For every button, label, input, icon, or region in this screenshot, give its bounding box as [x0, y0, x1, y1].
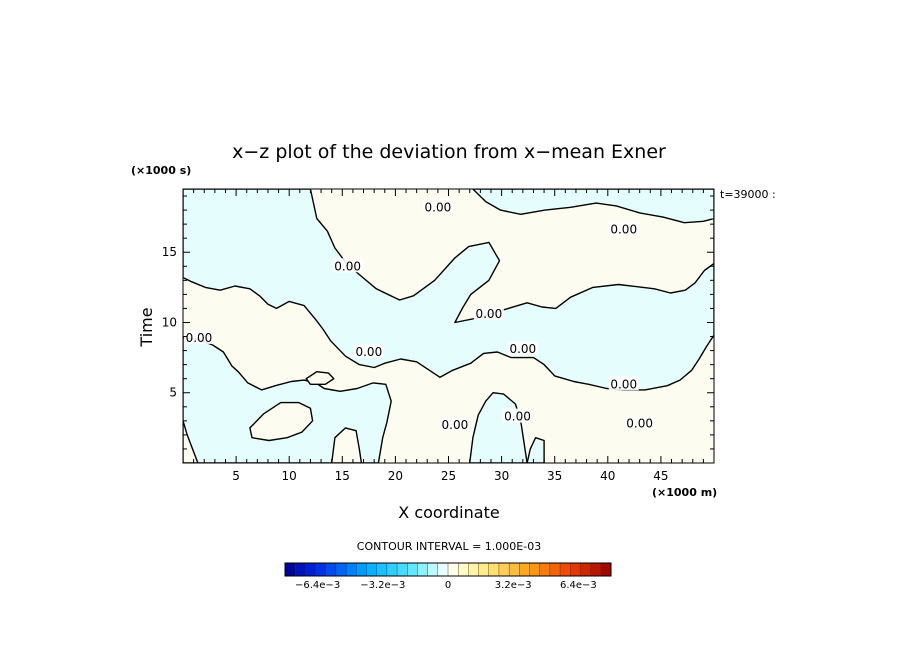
negative-region-3: [526, 437, 545, 463]
colorbar-cell: [590, 562, 602, 577]
contour-label: 0.00: [504, 410, 531, 424]
colorbar-cell: [376, 562, 388, 577]
colorbar-cell: [294, 562, 306, 577]
colorbar-cell: [478, 562, 490, 577]
contour-label: 0.00: [355, 345, 382, 359]
x-axis: 5 10 15 20 25 30 35 40 45: [193, 189, 704, 483]
colorbar-tick-label: 0: [445, 580, 451, 591]
colorbar-cell: [325, 562, 337, 577]
contour-label-bg: [473, 306, 504, 321]
colorbar-tick-label: 6.4e−3: [560, 580, 597, 591]
x-tick-label: 20: [388, 469, 403, 483]
positive-island-1: [249, 401, 314, 442]
colorbar-cell: [539, 562, 551, 577]
x-axis-label: X coordinate: [398, 503, 499, 522]
colorbar-frame: [284, 562, 612, 577]
colorbar-cell: [437, 562, 449, 577]
contour-label: 0.00: [425, 200, 452, 214]
x-tick-label: 45: [653, 469, 668, 483]
x-axis-unit: (×1000 m): [652, 486, 717, 499]
x-tick-label: 35: [547, 469, 562, 483]
colorbar-cell: [559, 562, 571, 577]
contour-label-bg: [502, 408, 533, 423]
negative-region-0: [183, 189, 714, 391]
colorbar-tick-label: −3.2e−3: [360, 580, 405, 591]
contour-label: 0.00: [442, 418, 469, 432]
contour-label-bg: [439, 417, 470, 432]
contour-label-bg: [183, 329, 214, 344]
x-tick-label: 25: [441, 469, 456, 483]
colorbar-cell: [468, 562, 480, 577]
colorbar-cell: [417, 562, 429, 577]
colorbar-cell: [600, 562, 612, 577]
positive-island-2: [305, 371, 335, 385]
colorbar-cell: [570, 562, 581, 577]
x-tick-label: 10: [282, 469, 297, 483]
colorbar-cell: [457, 562, 469, 577]
colorbar-cell: [366, 562, 378, 577]
contour-label-bg: [422, 199, 453, 214]
y-tick-label: 5: [169, 386, 177, 400]
positive-island-0: [331, 427, 363, 463]
contour-label-bg: [507, 341, 538, 356]
contour-label-bg: [608, 376, 639, 391]
colorbar-tick-labels: −6.4e−3 −3.2e−3 0 3.2e−3 6.4e−3: [295, 580, 597, 591]
colorbar-cell: [519, 562, 530, 577]
x-tick-label: 40: [600, 469, 615, 483]
y-axis-label: Time: [137, 307, 156, 347]
colorbar-cell: [549, 562, 561, 577]
colorbar-cell: [284, 562, 296, 577]
colorbar-cell: [356, 562, 367, 577]
colorbar-tick-label: −6.4e−3: [295, 580, 340, 591]
contour-label: 0.00: [334, 259, 361, 273]
contour-label: 0.00: [509, 342, 536, 356]
contour-label-bg: [608, 221, 639, 236]
y-axis: 5 10 15: [162, 195, 714, 450]
contour-interval: CONTOUR INTERVAL = 1.000E-03: [357, 540, 541, 553]
colorbar-cell: [488, 562, 500, 577]
contour-label: 0.00: [610, 223, 637, 237]
positive-island-3: [183, 420, 199, 463]
negative-regions: [183, 189, 714, 463]
colorbar-cell: [580, 562, 592, 577]
colorbar-cell: [447, 562, 459, 577]
contour-labels: 0.00 0.00 0.00 0.00 0.00 0.00 0.00 0.00 0.00 0.00…: [183, 199, 655, 432]
contour-label-bg: [624, 415, 655, 430]
colorbar-cell: [498, 562, 510, 577]
colorbar: [284, 562, 612, 577]
colorbar-cell: [529, 562, 541, 577]
contour-label: 0.00: [626, 417, 653, 431]
colorbar-cell: [345, 562, 357, 577]
y-tick-label: 10: [162, 315, 177, 329]
colorbar-cell: [396, 562, 408, 577]
contour-label: 0.00: [610, 377, 637, 391]
contour-label: 0.00: [475, 307, 502, 321]
positive-islands: [183, 371, 363, 463]
x-tick-label: 30: [494, 469, 509, 483]
colorbar-cell: [386, 562, 398, 577]
colorbar-cell: [407, 562, 418, 577]
contour-label: 0.00: [186, 331, 213, 345]
contour-label-bg: [332, 258, 363, 273]
colorbar-cell: [508, 562, 520, 577]
x-tick-label: 5: [232, 469, 240, 483]
x-tick-label: 15: [335, 469, 350, 483]
plot-area: 0.00 0.00 0.00 0.00 0.00 0.00 0.00 0.00 0.00 0.00…: [183, 189, 714, 463]
colorbar-cell: [335, 562, 347, 577]
colorbar-cell: [427, 562, 439, 577]
y-axis-unit: (×1000 s): [131, 164, 191, 177]
chart-title: x−z plot of the deviation from x−mean Ex…: [232, 141, 666, 163]
contour-label-bg: [353, 343, 384, 358]
y-tick-label: 15: [162, 245, 177, 259]
colorbar-cell: [315, 562, 327, 577]
time-label: t=39000 :: [720, 188, 776, 201]
colorbar-tick-label: 3.2e−3: [495, 580, 532, 591]
colorbar-cell: [305, 562, 317, 577]
